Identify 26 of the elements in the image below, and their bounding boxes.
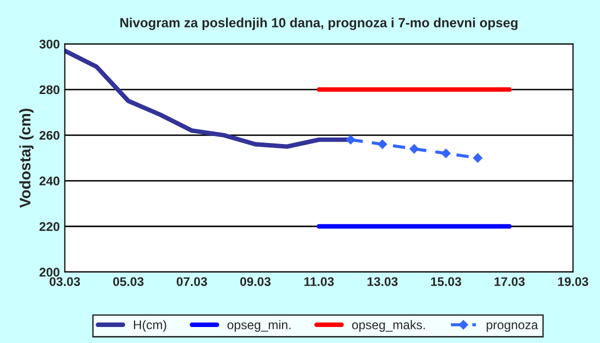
point	[378, 140, 388, 149]
y-tick-label: 200	[40, 268, 60, 277]
point	[441, 148, 451, 158]
legend-label: H(cm)	[134, 320, 166, 332]
y-tick-label: 220	[40, 222, 60, 232]
y-tick-label: 240	[40, 176, 60, 186]
x-tick-label: 19.03	[558, 277, 588, 286]
legend-label: prognoza	[486, 322, 538, 332]
x-tick-label: 13.03	[368, 277, 398, 286]
y-tick-label: 260	[40, 130, 60, 140]
x-tick-label: 15.03	[431, 277, 462, 286]
x-tick-label: 07.03	[176, 277, 208, 286]
x-tick-label: 03.03	[50, 277, 80, 286]
x-tick-label: 05.03	[113, 277, 144, 286]
legend-label: opseg_min.	[227, 320, 290, 332]
x-tick-label: 17.03	[494, 277, 525, 286]
chart-title: Nivogram za poslednjih 10 dana, prognoza i 7-mo dnevni opseg	[120, 18, 518, 30]
point	[346, 135, 356, 144]
point	[473, 153, 482, 163]
point	[410, 144, 419, 154]
x-tick-label: 11.03	[304, 277, 334, 286]
y-axis-title: Vodostaj (cm)	[19, 108, 34, 208]
legend-label: opseg_maks.	[352, 320, 425, 332]
x-tick-label: 09.03	[240, 277, 271, 286]
y-tick-label: 300	[39, 40, 60, 49]
y-tick-label: 280	[40, 85, 60, 94]
